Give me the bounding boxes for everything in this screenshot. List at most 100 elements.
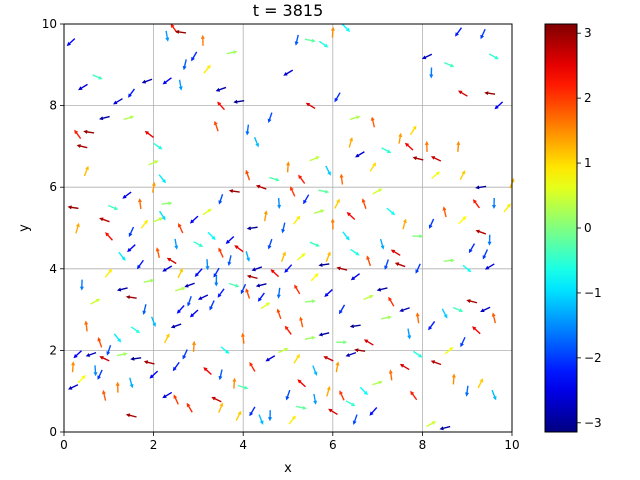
arrow bbox=[267, 238, 273, 250]
arrow bbox=[390, 249, 401, 256]
x-axis: 0 2 4 6 8 10 bbox=[60, 432, 520, 452]
arrow bbox=[412, 156, 424, 161]
arrow bbox=[175, 30, 187, 34]
arrow bbox=[253, 136, 259, 148]
arrow bbox=[313, 393, 318, 405]
arrow bbox=[394, 262, 406, 268]
arrow bbox=[424, 140, 429, 152]
arrow bbox=[97, 369, 103, 380]
arrow bbox=[245, 288, 251, 299]
arrow bbox=[402, 218, 407, 230]
arrow bbox=[187, 296, 192, 307]
arrow bbox=[281, 222, 286, 234]
arrow bbox=[257, 292, 265, 302]
y-tick-label: 8 bbox=[49, 99, 57, 113]
arrow bbox=[104, 268, 113, 278]
arrow bbox=[194, 268, 203, 277]
arrow bbox=[335, 361, 340, 373]
arrow bbox=[211, 396, 222, 403]
arrow-field bbox=[66, 23, 515, 431]
arrow bbox=[388, 296, 395, 307]
arrow bbox=[399, 363, 410, 371]
arrow bbox=[484, 263, 495, 270]
arrow bbox=[142, 304, 147, 315]
arrow bbox=[158, 174, 166, 184]
arrow bbox=[237, 384, 249, 390]
x-tick-label: 6 bbox=[329, 438, 337, 452]
x-tick-label: 8 bbox=[419, 438, 427, 452]
arrow bbox=[276, 287, 281, 299]
arrow bbox=[326, 385, 331, 397]
arrow bbox=[246, 226, 258, 231]
arrow bbox=[246, 274, 258, 279]
arrow bbox=[155, 247, 161, 258]
arrow bbox=[189, 215, 199, 224]
arrow bbox=[182, 349, 188, 360]
arrow bbox=[228, 282, 240, 288]
arrow bbox=[99, 115, 110, 121]
arrow bbox=[429, 67, 434, 79]
arrow bbox=[430, 360, 442, 366]
arrow bbox=[122, 191, 132, 199]
arrow bbox=[240, 283, 247, 295]
arrow bbox=[430, 156, 442, 162]
arrow bbox=[213, 120, 219, 132]
arrow bbox=[468, 243, 476, 254]
arrow bbox=[398, 132, 403, 144]
arrow bbox=[480, 28, 486, 40]
arrow bbox=[421, 53, 433, 60]
arrow bbox=[370, 116, 376, 128]
arrow bbox=[245, 169, 251, 181]
arrow bbox=[161, 201, 173, 206]
arrow bbox=[325, 251, 331, 262]
colorbar-gradient bbox=[544, 23, 578, 433]
x-tick-label: 10 bbox=[504, 438, 519, 452]
arrow bbox=[207, 231, 216, 241]
arrow bbox=[151, 181, 156, 193]
arrow bbox=[491, 312, 497, 324]
arrow bbox=[297, 379, 306, 388]
arrow bbox=[205, 259, 210, 271]
arrow bbox=[255, 283, 267, 288]
arrow bbox=[172, 361, 180, 372]
arrow bbox=[345, 351, 357, 357]
arrow bbox=[263, 210, 268, 222]
arrow bbox=[170, 323, 182, 329]
arrow bbox=[428, 218, 435, 229]
arrow bbox=[334, 92, 341, 103]
y-axis: 0 2 4 6 8 10 bbox=[42, 17, 64, 439]
arrow bbox=[325, 165, 331, 176]
arrow bbox=[125, 295, 137, 300]
arrow bbox=[304, 38, 316, 43]
arrow bbox=[128, 226, 135, 238]
arrow bbox=[225, 236, 235, 244]
arrow bbox=[336, 266, 348, 271]
arrow bbox=[484, 91, 496, 96]
arrow bbox=[431, 171, 440, 180]
arrow bbox=[330, 26, 335, 38]
arrow bbox=[118, 251, 126, 261]
arrow bbox=[130, 356, 142, 361]
arrow bbox=[455, 27, 463, 37]
arrow bbox=[203, 367, 212, 376]
arrow bbox=[209, 300, 215, 311]
arrow bbox=[366, 255, 372, 267]
arrow bbox=[174, 238, 179, 250]
arrow bbox=[184, 282, 195, 288]
plot-frame bbox=[63, 23, 513, 433]
arrow bbox=[409, 125, 417, 136]
arrow bbox=[228, 189, 240, 193]
arrow bbox=[355, 151, 365, 158]
y-tick-label: 4 bbox=[49, 262, 57, 276]
colorbar-tick-label: −3 bbox=[584, 416, 602, 430]
arrow bbox=[381, 147, 392, 154]
arrow bbox=[128, 88, 136, 98]
arrow bbox=[363, 339, 374, 346]
arrow bbox=[339, 173, 344, 185]
arrow bbox=[458, 90, 468, 97]
arrow bbox=[487, 234, 492, 246]
arrow bbox=[99, 356, 110, 362]
arrow bbox=[284, 325, 292, 335]
arrow bbox=[439, 425, 451, 431]
